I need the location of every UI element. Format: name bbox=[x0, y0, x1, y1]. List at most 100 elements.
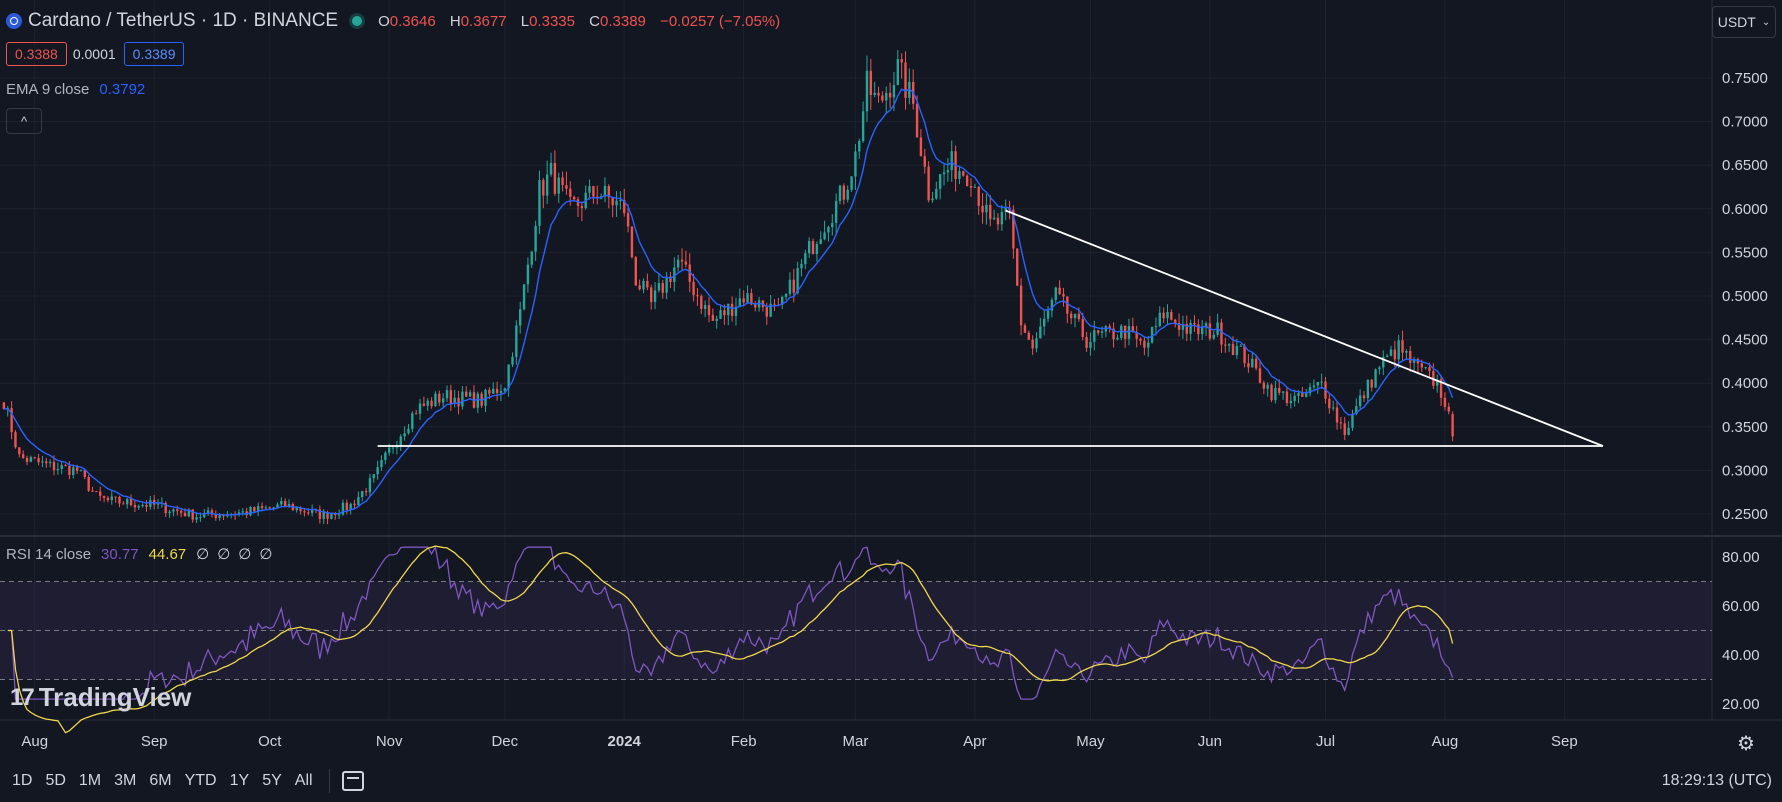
candle bbox=[1058, 280, 1061, 295]
price-tick-label: 0.2500 bbox=[1722, 506, 1768, 523]
candle-body bbox=[985, 204, 988, 213]
price-tick-label: 0.5000 bbox=[1722, 288, 1768, 305]
candle bbox=[233, 511, 237, 520]
sell-price-button[interactable]: 0.3388 bbox=[6, 42, 67, 66]
candle-body bbox=[742, 298, 745, 303]
ema-line-path bbox=[3, 88, 1454, 516]
candle bbox=[1393, 340, 1397, 368]
timeframe-1y[interactable]: 1Y bbox=[229, 772, 250, 789]
clock[interactable]: 18:29:13 (UTC) bbox=[1661, 772, 1772, 789]
tradingview-watermark[interactable]: 17 TradingView bbox=[10, 682, 191, 713]
candle-body bbox=[611, 197, 614, 206]
candle bbox=[1200, 320, 1204, 340]
buy-price-button[interactable]: 0.3389 bbox=[123, 42, 185, 66]
collapse-legend-button[interactable]: ^ bbox=[6, 108, 42, 134]
timeframe-5d[interactable]: 5D bbox=[45, 772, 66, 789]
timeframe-6m[interactable]: 6M bbox=[149, 772, 172, 789]
candle bbox=[692, 273, 695, 302]
candle bbox=[164, 501, 167, 517]
candle-body bbox=[287, 503, 291, 507]
candle bbox=[1069, 311, 1073, 325]
candle bbox=[384, 451, 387, 465]
symbol-header[interactable]: Cardano / TetherUS · 1D · BINANCE O0.364… bbox=[6, 10, 790, 32]
candle-body bbox=[750, 293, 753, 305]
candle-body bbox=[1193, 322, 1196, 325]
currency-select[interactable]: USDT ⌄ bbox=[1712, 6, 1776, 38]
candle bbox=[1347, 421, 1350, 436]
candle-body bbox=[1100, 331, 1104, 333]
timeframe-1m[interactable]: 1M bbox=[78, 772, 102, 789]
candle bbox=[472, 385, 476, 409]
candle bbox=[1147, 336, 1150, 357]
candle bbox=[1062, 287, 1065, 307]
candle-body bbox=[457, 397, 460, 407]
candle bbox=[492, 382, 495, 394]
settings-icon[interactable]: ⚙ bbox=[1737, 733, 1755, 755]
open-value: 0.3646 bbox=[389, 12, 436, 30]
candle-body bbox=[1343, 423, 1346, 435]
candle bbox=[133, 500, 137, 513]
candle-body bbox=[942, 172, 946, 175]
candle bbox=[661, 279, 664, 299]
candle bbox=[1254, 354, 1258, 371]
candle-body bbox=[661, 283, 664, 293]
candle-body bbox=[734, 306, 738, 316]
candle-body bbox=[1331, 407, 1335, 409]
candle bbox=[804, 249, 807, 270]
candle bbox=[453, 389, 456, 408]
candle bbox=[33, 456, 36, 459]
candle-body bbox=[438, 393, 441, 403]
candle-body bbox=[29, 457, 33, 462]
candle bbox=[1443, 392, 1447, 411]
candle bbox=[923, 148, 926, 174]
ema-legend[interactable]: EMA 9 close 0.3792 bbox=[6, 81, 145, 98]
open-key: O bbox=[378, 12, 390, 30]
trendlines[interactable] bbox=[377, 209, 1604, 447]
timeframe-5y[interactable]: 5Y bbox=[262, 772, 282, 789]
candle bbox=[538, 170, 541, 234]
candle bbox=[125, 497, 129, 509]
rsi-legend[interactable]: RSI 14 close 30.77 44.67 ∅ ∅ ∅ ∅ bbox=[6, 545, 280, 564]
candle-body bbox=[515, 325, 518, 357]
candle-body bbox=[48, 461, 52, 464]
candle-body bbox=[276, 504, 279, 508]
timeframe-all[interactable]: All bbox=[294, 772, 313, 789]
timeframe-1d[interactable]: 1D bbox=[12, 772, 33, 789]
candle bbox=[707, 297, 711, 323]
candle bbox=[1235, 338, 1239, 359]
candle bbox=[1331, 400, 1335, 411]
toolbar-divider bbox=[328, 769, 330, 793]
candle bbox=[129, 494, 133, 507]
candle-body bbox=[322, 512, 325, 519]
candle bbox=[1127, 318, 1131, 346]
candle-body bbox=[549, 162, 553, 175]
candle bbox=[1085, 331, 1088, 352]
candle-body bbox=[800, 263, 803, 269]
candle bbox=[41, 455, 44, 468]
candle-body bbox=[384, 452, 387, 461]
candle bbox=[626, 204, 630, 233]
candle bbox=[623, 188, 626, 217]
calendar-icon[interactable] bbox=[341, 771, 364, 791]
candle bbox=[1004, 199, 1007, 221]
candle-body bbox=[164, 502, 167, 514]
candle-body bbox=[465, 391, 468, 397]
candle-body bbox=[18, 447, 21, 455]
candle-body bbox=[407, 428, 410, 434]
rsi-tick-label: 60.00 bbox=[1722, 598, 1760, 615]
candle bbox=[861, 101, 865, 143]
timeframe-ytd[interactable]: YTD bbox=[184, 772, 217, 789]
timeframe-3m[interactable]: 3M bbox=[114, 772, 137, 789]
candle bbox=[1339, 416, 1343, 430]
candle-body bbox=[1247, 363, 1250, 368]
candle bbox=[1312, 379, 1316, 392]
candle bbox=[1035, 332, 1038, 353]
candle bbox=[426, 398, 429, 411]
symbol-title[interactable]: Cardano / TetherUS · 1D · BINANCE bbox=[28, 10, 339, 31]
candle bbox=[900, 53, 903, 79]
candle-body bbox=[411, 413, 414, 429]
candle bbox=[1054, 286, 1057, 303]
candle bbox=[245, 507, 248, 519]
candle-body bbox=[345, 502, 349, 510]
